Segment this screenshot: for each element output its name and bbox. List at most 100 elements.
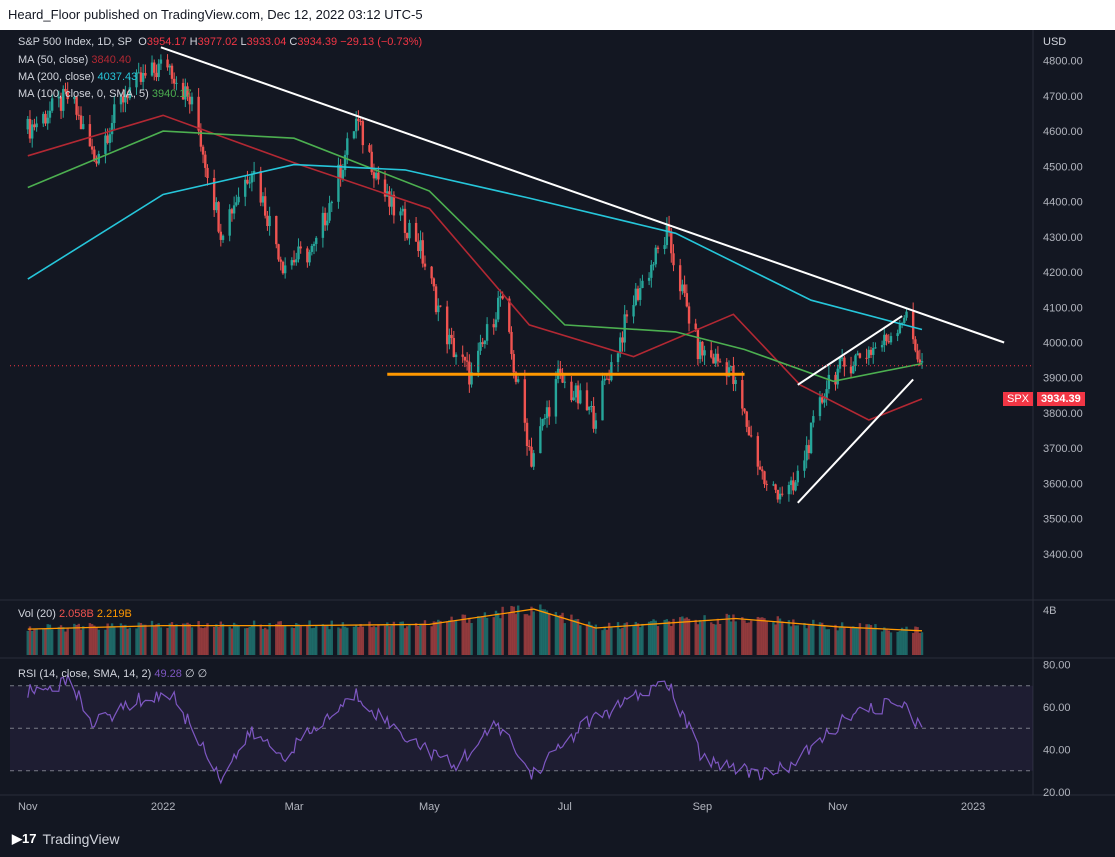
volume-bar: [843, 626, 846, 655]
volume-bar: [201, 628, 205, 655]
volume-bar: [275, 623, 278, 655]
volume-bar: [667, 621, 671, 655]
volume-bar: [481, 616, 484, 655]
candle-body: [574, 385, 578, 398]
volume-bar: [749, 620, 753, 655]
volume-bar: [852, 626, 855, 655]
candle-body: [35, 123, 38, 128]
volume-bar: [541, 609, 544, 655]
candle-body: [559, 368, 562, 373]
candle-body: [687, 306, 691, 324]
ma100-legend[interactable]: MA (100, close, 0, SMA, 5) 3940.17: [18, 88, 192, 100]
time-tick-label: Jul: [558, 801, 572, 813]
candle-body: [541, 418, 544, 427]
volume-bar: [135, 628, 138, 655]
candle-body: [354, 118, 358, 132]
volume-bar: [423, 620, 427, 655]
volume-bar: [838, 626, 842, 655]
volume-bar: [678, 617, 682, 655]
candle-body: [374, 172, 378, 179]
volume-bar: [765, 621, 768, 655]
volume-bar: [106, 623, 109, 655]
rsi-legend[interactable]: RSI (14, close, SMA, 14, 2) 49.28 ∅ ∅: [18, 667, 207, 680]
candle-body: [42, 113, 45, 124]
candle-body: [108, 134, 112, 143]
tradingview-logo[interactable]: ▶17 TradingView: [12, 831, 120, 847]
candle-body: [66, 91, 69, 100]
candle-body: [188, 96, 191, 105]
volume-bar: [119, 623, 123, 655]
rsi-extra-1: ∅: [184, 668, 195, 680]
volume-bar: [485, 617, 489, 655]
volume-bar: [477, 616, 480, 655]
candle-body: [150, 62, 154, 76]
candle-body: [235, 202, 238, 206]
chart-canvas[interactable]: 4900.00 4800.00 4700.00 4600.00 4500.00 4400.…: [0, 30, 1115, 825]
volume-bar: [579, 625, 582, 655]
volume-bar: [854, 627, 857, 655]
volume-bar: [703, 615, 706, 655]
volume-bar: [437, 619, 440, 655]
volume-bar: [461, 614, 464, 655]
price-tick-label: 3400.00: [1043, 549, 1083, 561]
candle-body: [292, 260, 296, 263]
candle-body: [528, 446, 531, 448]
candle-body: [414, 222, 418, 242]
volume-bar: [479, 616, 482, 655]
volume-bar: [714, 624, 717, 655]
candle-body: [843, 357, 846, 367]
volume-bar: [170, 622, 174, 655]
candle-body: [401, 208, 404, 212]
candle-body: [388, 191, 391, 207]
candle-body: [90, 146, 94, 150]
volume-bar: [585, 624, 589, 655]
volume-bar: [743, 620, 746, 655]
volume-bar: [228, 626, 231, 655]
volume-bar: [346, 627, 349, 655]
volume-bar: [199, 627, 203, 655]
ma200-legend[interactable]: MA (200, close) 4037.43: [18, 71, 137, 83]
volume-bar: [450, 616, 453, 655]
candle-body: [357, 118, 360, 121]
volume-bar: [867, 624, 870, 655]
candle-body: [175, 82, 178, 84]
volume-bar: [141, 624, 145, 655]
volume-bar: [308, 620, 311, 655]
candle-body: [716, 353, 720, 362]
candle-body: [346, 138, 349, 155]
volume-bar: [48, 624, 52, 655]
candle-body: [778, 493, 782, 500]
candle-body: [343, 154, 347, 170]
candles-group: [26, 54, 924, 504]
volume-bar: [374, 627, 378, 655]
volume-bar: [361, 626, 365, 655]
volume-bar: [292, 628, 296, 655]
volume-legend[interactable]: Vol (20) 2.058B 2.219B: [18, 608, 132, 620]
candle-body: [361, 121, 365, 146]
volume-bar: [268, 623, 271, 655]
volume-bar: [563, 623, 566, 655]
volume-bar: [401, 621, 404, 655]
candle-body: [246, 179, 249, 184]
volume-bar: [701, 621, 704, 655]
volume-bar: [776, 616, 780, 655]
ma50-legend[interactable]: MA (50, close) 3840.40: [18, 54, 131, 66]
price-tick-label: 3600.00: [1043, 478, 1083, 490]
volume-bar: [326, 625, 329, 655]
candle-body: [230, 209, 234, 214]
candle-body: [248, 182, 251, 184]
volume-bar: [827, 629, 831, 655]
ma50-line: [27, 114, 923, 421]
volume-bar: [812, 619, 815, 655]
symbol-name[interactable]: S&P 500 Index, 1D, SP: [18, 36, 133, 48]
candle-body: [181, 82, 185, 100]
volume-bar: [590, 624, 593, 655]
volume-bar: [641, 623, 644, 655]
volume-bar: [468, 617, 471, 655]
volume-bar: [124, 624, 127, 655]
volume-bar: [77, 623, 80, 655]
candle-body: [898, 324, 902, 334]
price-tick-label: 3500.00: [1043, 514, 1083, 526]
candle-body: [279, 259, 282, 262]
volume-bar: [900, 627, 904, 655]
